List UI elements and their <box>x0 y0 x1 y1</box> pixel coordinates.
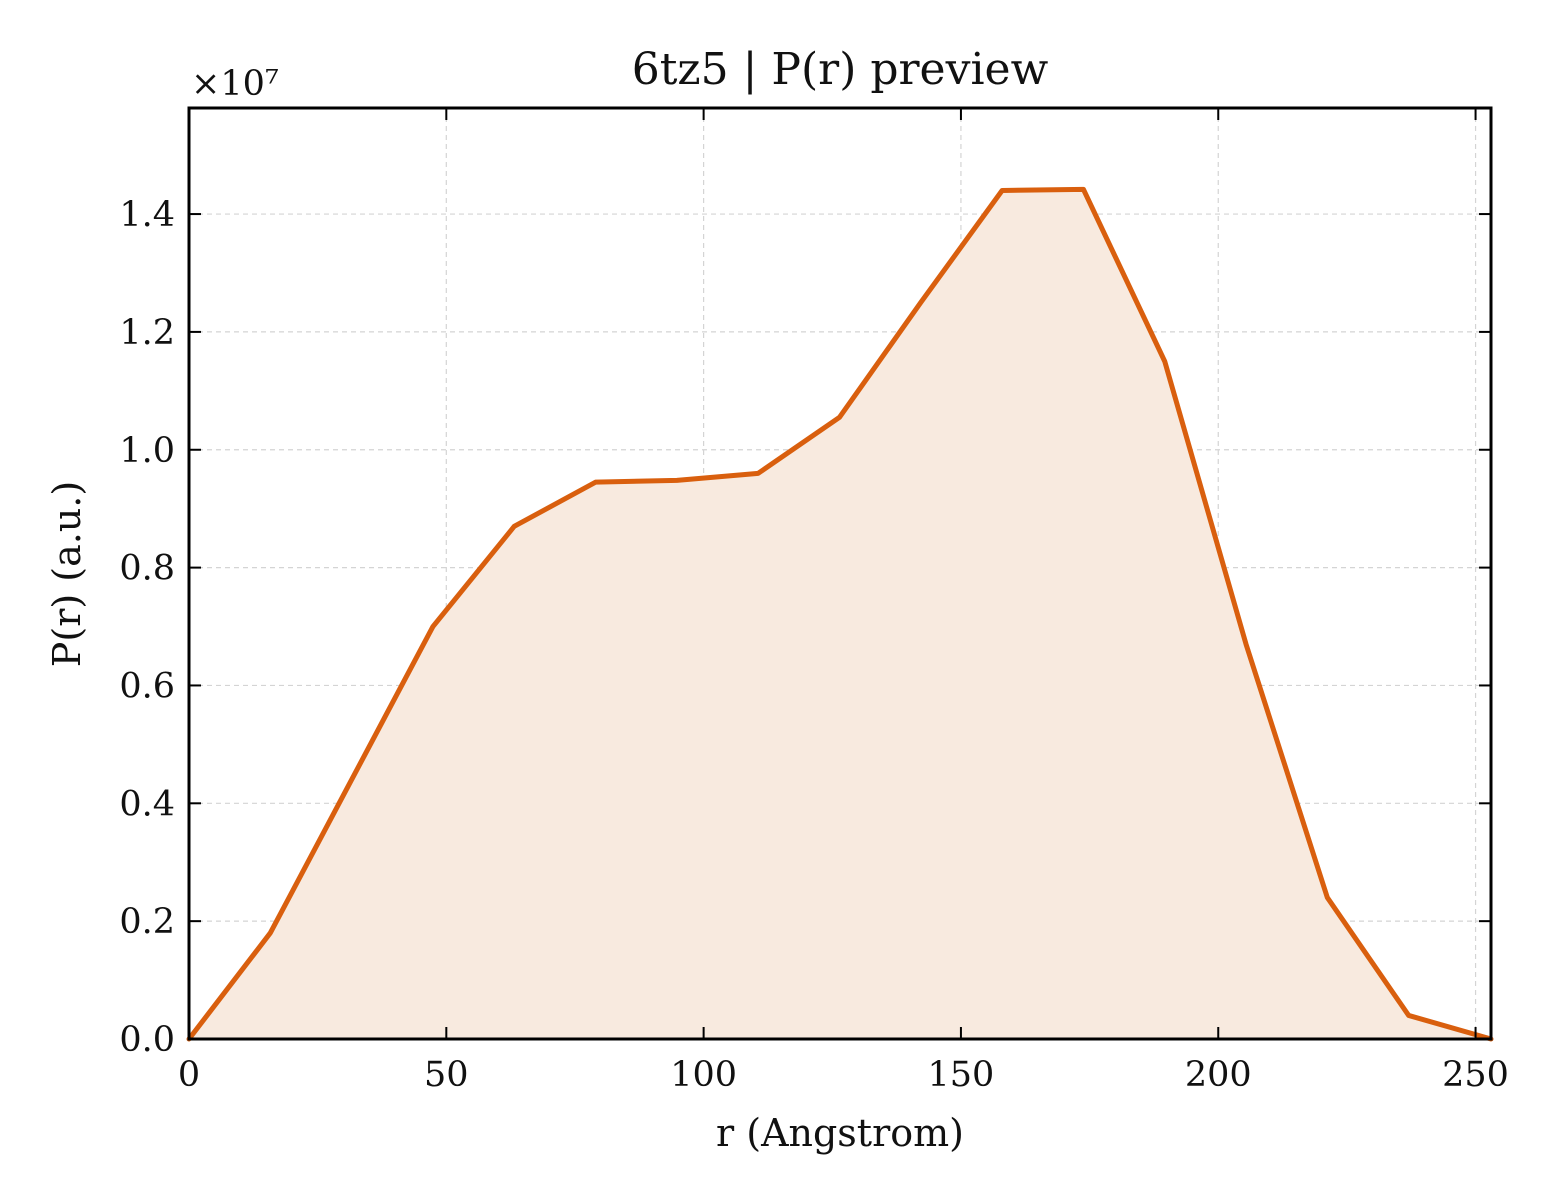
x-axis-label: r (Angstrom) <box>716 1111 964 1155</box>
y-tick-label: 0.4 <box>119 784 175 824</box>
y-tick-label: 0.8 <box>119 549 175 589</box>
y-tick-label: 1.0 <box>119 431 175 471</box>
x-tick-label: 0 <box>178 1055 200 1095</box>
y-tick-label: 0.6 <box>119 666 175 706</box>
plot-frame <box>187 106 1493 1041</box>
y-tick-label: 0.2 <box>119 902 175 942</box>
y-offset-label: ×10⁷ <box>191 64 279 104</box>
x-tick-label: 250 <box>1442 1055 1509 1095</box>
y-axis-label: P(r) (a.u.) <box>45 481 89 667</box>
chart-title: 6tz5 | P(r) preview <box>632 44 1049 95</box>
series-line <box>186 186 1494 1042</box>
series-layer <box>186 186 1494 1042</box>
tick-layer: 0 50 100 150 200 250 0.0 0.2 0.4 0.6 0.8 1.0 1.2 1.4 <box>119 108 1509 1095</box>
y-tick-label: 0.0 <box>119 1020 175 1060</box>
series-area-fill <box>189 189 1491 1039</box>
x-tick-label: 150 <box>928 1055 995 1095</box>
y-tick-label: 1.2 <box>119 313 175 353</box>
x-tick-label: 50 <box>424 1055 469 1095</box>
x-tick-label: 200 <box>1185 1055 1252 1095</box>
y-tick-label: 1.4 <box>119 195 175 235</box>
x-tick-label: 100 <box>670 1055 737 1095</box>
